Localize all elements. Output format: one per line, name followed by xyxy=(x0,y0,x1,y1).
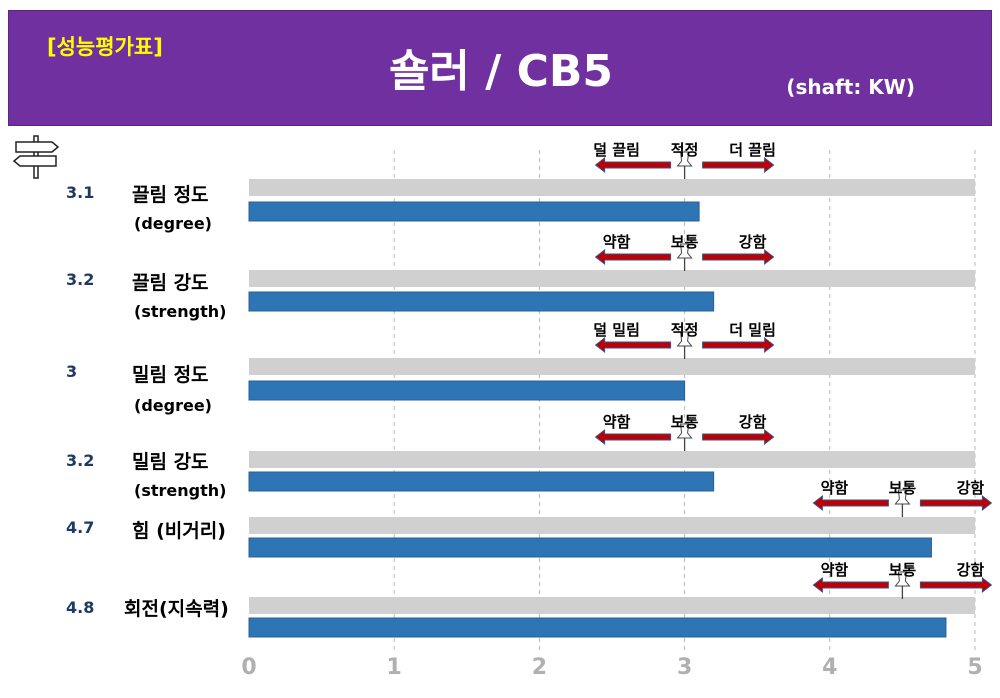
x-tick-label: 4 xyxy=(822,655,837,680)
row-value-label: 4.8 xyxy=(66,598,95,617)
indicator-right-label: 강함 xyxy=(739,413,767,431)
x-tick-label: 3 xyxy=(677,655,692,680)
pushpin-icon xyxy=(894,489,911,517)
left-arrow xyxy=(594,336,672,354)
indicator-left-label: 덜 밀림 xyxy=(593,321,640,339)
indicator-left-label: 약함 xyxy=(821,561,849,579)
pushpin-icon xyxy=(676,423,693,451)
shaft-info: (shaft: KW) xyxy=(786,75,915,99)
indicator-center-label: 보통 xyxy=(671,413,699,431)
left-arrow xyxy=(812,494,889,512)
indicator-right-label: 더 밀림 xyxy=(729,321,776,339)
indicator-left-label: 약함 xyxy=(603,413,631,431)
indicator-group: 약함 보통 강함 xyxy=(812,561,993,599)
value-bar xyxy=(248,380,686,401)
row-sublabel: (degree) xyxy=(134,214,212,233)
right-arrow xyxy=(702,428,775,446)
value-bar xyxy=(248,291,715,312)
row-sublabel: (degree) xyxy=(134,396,212,415)
row-sublabel: (strength) xyxy=(134,481,227,500)
indicator-group: 약함 보통 강함 xyxy=(594,413,775,451)
indicator-right-label: 강함 xyxy=(739,233,767,251)
indicator-right-label: 더 끌림 xyxy=(729,141,776,159)
indicator-right-label: 강함 xyxy=(957,561,985,579)
pushpin-icon xyxy=(676,151,693,179)
row-track xyxy=(249,179,975,196)
indicator-center-label: 보통 xyxy=(671,233,699,251)
row-value-label: 3.2 xyxy=(66,451,95,470)
row-value-label: 3.1 xyxy=(66,183,95,202)
right-arrow xyxy=(702,156,775,174)
row-value-label: 3 xyxy=(66,362,78,381)
row-track xyxy=(249,358,975,375)
row-track xyxy=(249,270,975,287)
indicator-center-label: 보통 xyxy=(889,479,917,497)
indicator-center-label: 적정 xyxy=(671,141,699,159)
signpost-icon xyxy=(12,134,62,184)
row-label: 회전(지속력) xyxy=(124,598,229,620)
row-label: 밀림 정도 xyxy=(132,364,209,386)
value-bar xyxy=(248,617,947,638)
value-bar xyxy=(248,201,700,222)
indicator-group: 덜 끌림 적정 더 끌림 xyxy=(593,141,776,179)
indicator-group: 약함 보통 강함 xyxy=(812,479,993,517)
x-tick-label: 5 xyxy=(967,655,982,680)
x-tick-label: 2 xyxy=(532,655,547,680)
indicator-group: 덜 밀림 적정 더 밀림 xyxy=(593,321,776,359)
row-track xyxy=(249,597,975,614)
row-label: 밀림 강도 xyxy=(132,451,209,473)
value-bar xyxy=(248,471,715,492)
right-arrow xyxy=(919,576,993,594)
left-arrow xyxy=(594,156,672,174)
left-arrow xyxy=(594,428,672,446)
page-title: 숄러 / CB5 xyxy=(388,46,614,97)
x-tick-label: 1 xyxy=(387,655,402,680)
indicator-left-label: 약함 xyxy=(603,233,631,251)
right-arrow xyxy=(702,248,775,266)
pushpin-icon xyxy=(676,243,693,271)
row-value-label: 4.7 xyxy=(66,518,95,537)
evaluation-tag: [성능평가표] xyxy=(47,35,163,59)
row-label: 끌림 강도 xyxy=(132,272,209,294)
pushpin-icon xyxy=(676,331,693,359)
left-arrow xyxy=(594,248,672,266)
row-sublabel: (strength) xyxy=(134,302,227,321)
left-arrow xyxy=(812,576,889,594)
indicator-left-label: 약함 xyxy=(821,479,849,497)
header-banner: [성능평가표] 숄러 / CB5 (shaft: KW) xyxy=(8,10,992,126)
indicator-group: 약함 보통 강함 xyxy=(594,233,775,271)
row-label: 힘 (비거리) xyxy=(132,520,226,542)
right-arrow xyxy=(919,494,993,512)
row-value-label: 3.2 xyxy=(66,270,95,289)
right-arrow xyxy=(702,336,775,354)
indicator-center-label: 적정 xyxy=(671,321,699,339)
indicator-right-label: 강함 xyxy=(957,479,985,497)
row-label: 끌림 정도 xyxy=(132,184,209,206)
value-bar xyxy=(248,537,932,558)
indicator-center-label: 보통 xyxy=(889,561,917,579)
row-track xyxy=(249,517,975,534)
x-tick-label: 0 xyxy=(241,655,256,680)
pushpin-icon xyxy=(894,571,911,599)
indicator-left-label: 덜 끌림 xyxy=(593,141,640,159)
row-track xyxy=(249,451,975,468)
